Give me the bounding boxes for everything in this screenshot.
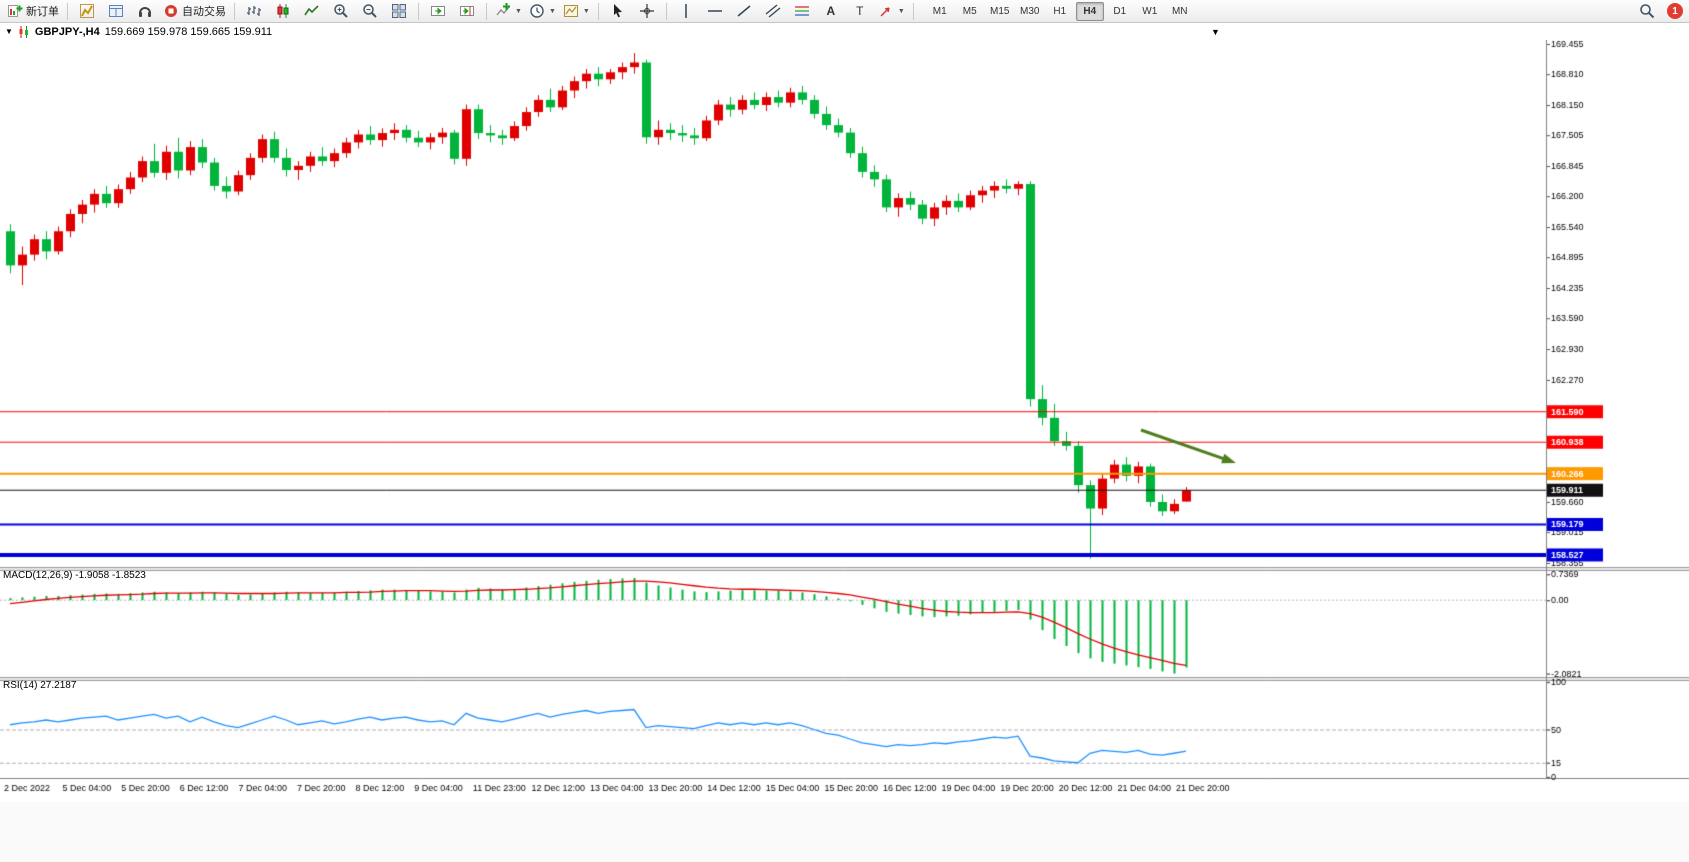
timeframe-button-m15[interactable]: M15 — [990, 5, 1010, 17]
timeframe-button-m1[interactable]: M1 — [932, 5, 947, 17]
bar-chart-button[interactable] — [240, 0, 268, 22]
equidistant-channel-button[interactable] — [759, 0, 787, 22]
bar-chart-icon — [247, 6, 261, 16]
market-watch-button[interactable] — [73, 0, 101, 22]
autotrading-label: 自动交易 — [182, 6, 226, 18]
new-order-button[interactable]: 新订单 — [4, 0, 62, 22]
data-window-button[interactable] — [102, 0, 130, 22]
timeframe-group: M1 M5 M15 M30 H1 H4 D1 W1 MN — [925, 1, 1195, 21]
cursor-button[interactable] — [604, 0, 632, 22]
notification-badge[interactable]: 1 — [1667, 3, 1683, 19]
rsi-indicator-label: RSI(14) 27.2187 — [3, 680, 77, 691]
chart-menu-icon[interactable]: ▼ — [5, 27, 13, 36]
terminal-button[interactable] — [131, 0, 159, 22]
chart-title-bar: ▼ GBPJPY-,H4 159.669 159.978 159.665 159… — [0, 23, 1689, 40]
timeframe-button-m30[interactable]: M30 — [1020, 5, 1040, 17]
cursor-icon — [613, 4, 622, 18]
toolbar-right-group: 1 — [1633, 0, 1685, 22]
timeframe-button-h1[interactable]: H1 — [1053, 5, 1067, 17]
autotrading-icon — [165, 5, 177, 17]
search-icon — [1640, 4, 1655, 19]
crosshair-icon — [639, 4, 654, 18]
toolbar: 新订单 自动交易 ▼ ▼ — [0, 0, 1689, 23]
chart-shift-marker[interactable]: ▼ — [1211, 27, 1220, 37]
toolbar-separator — [597, 2, 599, 20]
horizontal-line-icon — [707, 10, 722, 12]
indicators-button[interactable]: ▼ — [492, 0, 525, 22]
label-button[interactable]: T — [846, 0, 874, 22]
line-chart-button[interactable] — [298, 0, 326, 22]
arrow-tools-button[interactable]: ▼ — [875, 0, 908, 22]
text-button[interactable]: A — [817, 0, 845, 22]
timeframe-button-d1[interactable]: D1 — [1113, 5, 1127, 17]
vertical-line-icon — [685, 4, 687, 18]
text-tool-icon: A — [826, 4, 836, 18]
timeframe-button-h4[interactable]: H4 — [1075, 1, 1104, 21]
indicators-icon — [496, 3, 510, 16]
label-tool-icon: T — [856, 4, 864, 18]
macd-indicator-label: MACD(12,26,9) -1.9058 -1.8523 — [3, 570, 146, 581]
timeframe-button-mn[interactable]: MN — [1171, 5, 1188, 17]
vertical-line-button[interactable] — [672, 0, 700, 22]
candlestick-chart-button[interactable] — [269, 0, 297, 22]
chart-shift-icon — [460, 6, 474, 16]
tile-windows-button[interactable] — [385, 0, 413, 22]
channel-icon — [765, 4, 781, 18]
periods-button[interactable]: ▼ — [526, 0, 559, 22]
terminal-icon — [139, 7, 151, 17]
data-window-icon — [109, 5, 123, 17]
zoom-in-button[interactable] — [327, 0, 355, 22]
timeframe-button-m5[interactable]: M5 — [962, 5, 977, 17]
tile-windows-icon — [392, 4, 406, 18]
zoom-in-icon — [334, 4, 348, 18]
candlestick-chart-icon — [277, 4, 289, 18]
auto-scroll-button[interactable] — [424, 0, 452, 22]
market-watch-icon — [80, 4, 94, 18]
chevron-down-icon: ▼ — [548, 7, 556, 15]
new-order-label: 新订单 — [26, 6, 59, 18]
chevron-down-icon: ▼ — [897, 7, 905, 15]
chevron-down-icon: ▼ — [515, 7, 522, 15]
price-chart-canvas[interactable] — [0, 40, 1689, 802]
trendline-icon — [737, 5, 751, 17]
trendline-button[interactable] — [730, 0, 758, 22]
chart-quote: 159.669 159.978 159.665 159.911 — [104, 25, 273, 38]
fibonacci-button[interactable] — [788, 0, 816, 22]
toolbar-separator — [665, 2, 667, 20]
candlestick-icon — [19, 25, 28, 38]
template-icon — [563, 5, 578, 17]
arrow-tools-icon — [880, 7, 890, 17]
zoom-out-button[interactable] — [356, 0, 384, 22]
templates-button[interactable]: ▼ — [560, 0, 593, 22]
autotrading-button[interactable]: 自动交易 — [160, 0, 229, 22]
chevron-down-icon: ▼ — [582, 7, 590, 15]
workspace-empty-area — [0, 802, 1689, 862]
fibonacci-icon — [794, 6, 809, 16]
chart-symbol-period: GBPJPY-,H4 — [34, 25, 100, 38]
toolbar-separator — [418, 2, 419, 20]
chart-shift-button[interactable] — [453, 0, 481, 22]
toolbar-separator — [486, 2, 487, 20]
toolbar-separator — [912, 2, 914, 20]
zoom-out-icon — [363, 4, 377, 18]
horizontal-line-button[interactable] — [701, 0, 729, 22]
clock-icon — [530, 4, 544, 18]
timeframe-button-w1[interactable]: W1 — [1142, 5, 1158, 17]
toolbar-separator — [234, 2, 235, 20]
toolbar-separator — [67, 2, 68, 20]
crosshair-button[interactable] — [633, 0, 661, 22]
line-chart-icon — [304, 5, 319, 16]
new-order-icon — [8, 5, 23, 17]
auto-scroll-icon — [431, 6, 445, 16]
search-button[interactable] — [1633, 0, 1661, 22]
